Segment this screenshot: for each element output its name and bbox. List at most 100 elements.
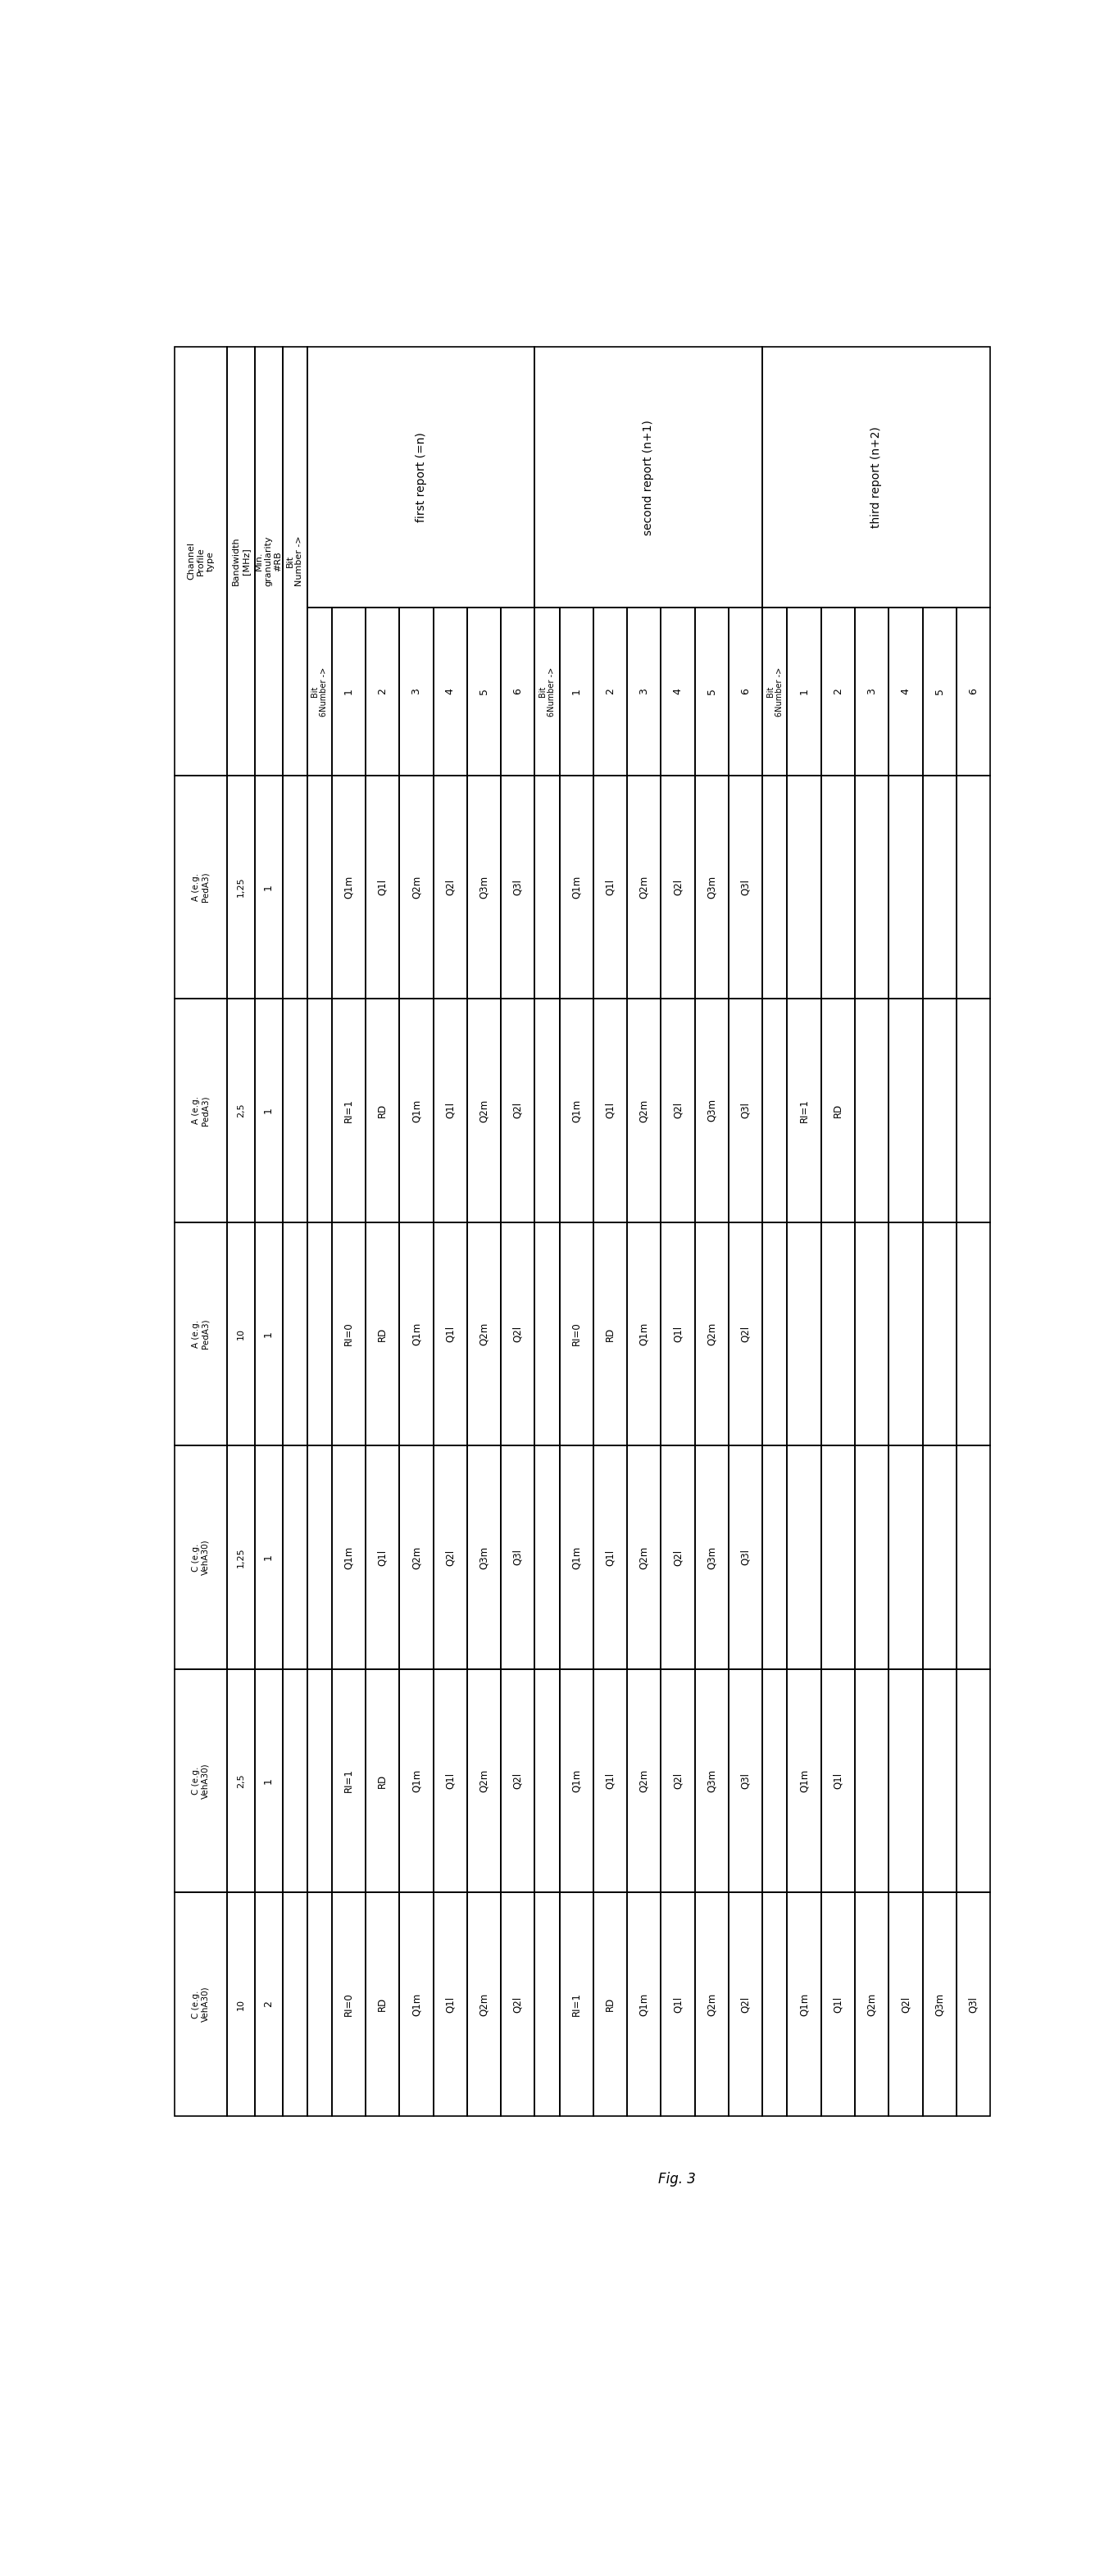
Text: Q1l: Q1l (833, 1772, 843, 1788)
Bar (307, 775, 332, 999)
Bar (255, 348, 283, 775)
Bar (174, 348, 227, 775)
Text: RD: RD (377, 1775, 388, 1788)
Text: 1: 1 (343, 688, 354, 696)
Bar (366, 1445, 399, 1669)
Text: Q2m: Q2m (638, 876, 650, 899)
Text: 3: 3 (638, 688, 650, 696)
Bar (889, 999, 922, 1221)
Bar (434, 608, 467, 775)
Bar (594, 1669, 627, 1893)
Bar (957, 1221, 991, 1445)
Text: Q1m: Q1m (798, 1770, 809, 1793)
Bar (534, 1893, 559, 2115)
Bar (332, 999, 366, 1221)
Bar (307, 608, 332, 775)
Bar (366, 999, 399, 1221)
Text: Q1m: Q1m (411, 1994, 421, 2017)
Bar (787, 775, 821, 999)
Text: 5: 5 (479, 688, 490, 696)
Bar (399, 1669, 434, 1893)
Text: 1,25: 1,25 (237, 876, 245, 896)
Bar (661, 608, 695, 775)
Text: RI=1: RI=1 (343, 1097, 354, 1123)
Text: Q2m: Q2m (411, 1546, 421, 1569)
Text: Q3m: Q3m (707, 1546, 717, 1569)
Text: Q2l: Q2l (445, 1548, 455, 1566)
Text: Q1l: Q1l (605, 1103, 616, 1118)
Bar (559, 999, 594, 1221)
Text: RD: RD (377, 1103, 388, 1118)
Bar (957, 1445, 991, 1669)
Bar (366, 1669, 399, 1893)
Text: Fig. 3: Fig. 3 (659, 2172, 695, 2187)
Bar (227, 1893, 255, 2115)
Bar (855, 775, 889, 999)
Bar (501, 999, 534, 1221)
Text: Channel
Profile
type: Channel Profile type (187, 544, 215, 580)
Bar (922, 1669, 957, 1893)
Bar (661, 999, 695, 1221)
Bar (434, 1445, 467, 1669)
Text: 1: 1 (798, 688, 809, 696)
Bar (787, 1893, 821, 2115)
Bar (174, 775, 227, 999)
Text: Q2l: Q2l (673, 1772, 683, 1788)
Text: Q3m: Q3m (707, 1770, 717, 1793)
Bar (399, 999, 434, 1221)
Text: RI=1: RI=1 (343, 1770, 354, 1793)
Text: 1: 1 (263, 1332, 274, 1337)
Bar (307, 1893, 332, 2115)
Text: C (e.g.
VehA30): C (e.g. VehA30) (192, 1540, 210, 1574)
Text: Q2m: Q2m (411, 876, 421, 899)
Bar (762, 775, 787, 999)
Bar (534, 1445, 559, 1669)
Text: Q1l: Q1l (445, 1327, 455, 1342)
Bar (661, 1221, 695, 1445)
Bar (255, 1669, 283, 1893)
Bar (434, 1893, 467, 2115)
Bar (255, 1445, 283, 1669)
Text: Q1m: Q1m (571, 1546, 581, 1569)
Bar (855, 1221, 889, 1445)
Bar (695, 1893, 729, 2115)
Bar (821, 775, 855, 999)
Text: Q2l: Q2l (900, 1996, 911, 2012)
Bar (762, 1893, 787, 2115)
Bar (821, 1221, 855, 1445)
Bar (787, 1669, 821, 1893)
Text: RI=1: RI=1 (798, 1097, 809, 1123)
Text: Q1l: Q1l (833, 1996, 843, 2012)
Bar (855, 608, 889, 775)
Bar (855, 1893, 889, 2115)
Text: 6: 6 (968, 688, 978, 696)
Bar (787, 1221, 821, 1445)
Text: Q1m: Q1m (343, 876, 354, 899)
Bar (307, 999, 332, 1221)
Bar (922, 1893, 957, 2115)
Bar (174, 1893, 227, 2115)
Bar (332, 775, 366, 999)
Bar (889, 1669, 922, 1893)
Bar (661, 1669, 695, 1893)
Bar (594, 608, 627, 775)
Text: 1,25: 1,25 (237, 1548, 245, 1566)
Bar (559, 608, 594, 775)
Bar (307, 1669, 332, 1893)
Bar (729, 608, 762, 775)
Text: Q2l: Q2l (673, 1103, 683, 1118)
Bar (307, 1445, 332, 1669)
Bar (787, 1445, 821, 1669)
Text: Q3m: Q3m (707, 1100, 717, 1123)
Bar (501, 1669, 534, 1893)
Text: 2: 2 (377, 688, 388, 696)
Bar (534, 1669, 559, 1893)
Bar (227, 1445, 255, 1669)
Text: Q3l: Q3l (740, 1772, 751, 1788)
Bar (434, 1221, 467, 1445)
Text: Q2m: Q2m (479, 1321, 490, 1345)
Text: Q1m: Q1m (798, 1994, 809, 2017)
Bar (283, 348, 307, 775)
Bar (332, 608, 366, 775)
Text: 1: 1 (263, 1777, 274, 1785)
